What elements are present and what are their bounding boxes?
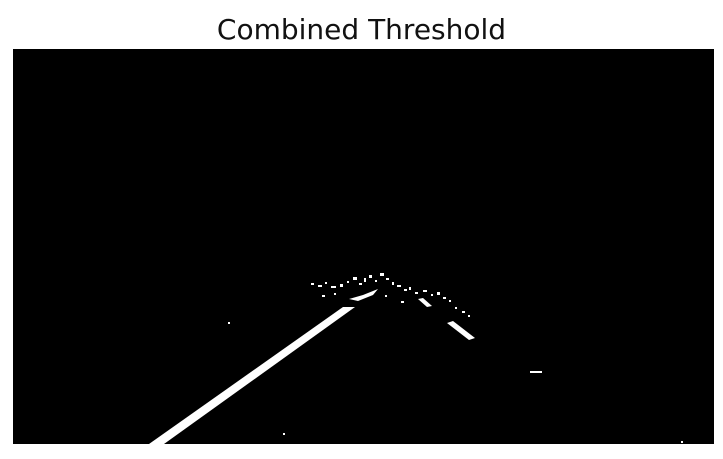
- isolated-specks: [228, 322, 683, 443]
- left-lane-far-segment: [349, 289, 378, 301]
- right-lane-dash-near: [447, 321, 475, 340]
- image-background: [13, 49, 714, 444]
- threshold-image: [13, 49, 714, 444]
- horizon-noise: [311, 273, 470, 317]
- figure-title: Combined Threshold: [216, 13, 507, 46]
- threshold-mask-drawing: [13, 49, 714, 444]
- left-lane-line: [149, 307, 355, 444]
- right-lane-dash-mid: [418, 298, 432, 307]
